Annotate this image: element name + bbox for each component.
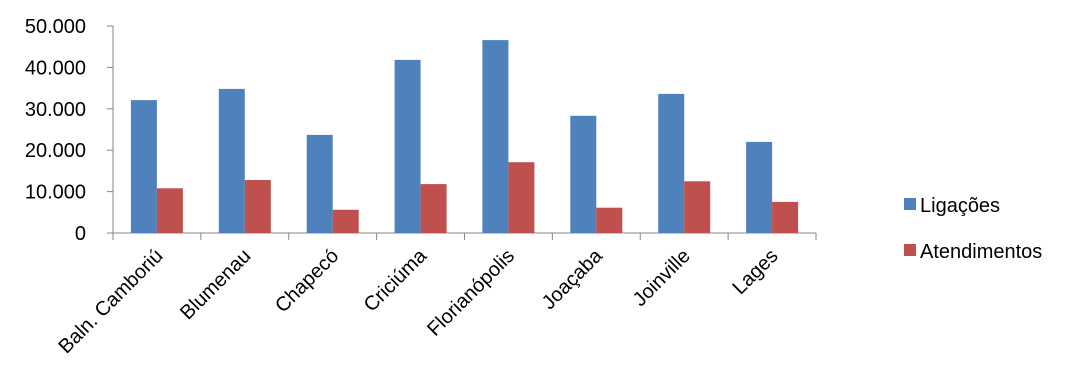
y-tick-label: 40.000 — [25, 57, 86, 79]
x-category-label: Florianópolis — [423, 245, 519, 341]
bar-atendimentos-6 — [684, 181, 711, 234]
legend-label-0: Ligações — [920, 195, 1000, 217]
bar-atendimentos-4 — [508, 162, 535, 233]
bar-ligacoes-0 — [130, 100, 157, 233]
x-category-label: Criciúma — [360, 244, 432, 316]
bar-atendimentos-0 — [156, 188, 183, 233]
bar-ligacoes-1 — [218, 88, 245, 234]
bar-ligacoes-7 — [746, 141, 773, 233]
x-category-label: Lages — [729, 245, 783, 299]
x-category-label: Joaçaba — [538, 244, 608, 314]
x-category-label: Chapecó — [271, 245, 343, 317]
x-category-label: Blumenau — [176, 245, 255, 324]
bar-ligacoes-6 — [658, 93, 685, 234]
y-tick-label: 0 — [75, 223, 86, 245]
bar-ligacoes-5 — [570, 115, 597, 233]
y-tick-label: 10.000 — [25, 182, 86, 204]
legend-swatch-0 — [904, 198, 916, 210]
legend: Ligações Atendimentos — [904, 195, 1042, 263]
bars — [130, 40, 799, 234]
y-tick-label: 50.000 — [25, 16, 86, 38]
bar-atendimentos-2 — [332, 209, 359, 233]
y-tick-label: 30.000 — [25, 99, 86, 121]
y-tick-label: 20.000 — [25, 140, 86, 162]
legend-swatch-1 — [904, 244, 916, 256]
bar-atendimentos-5 — [596, 207, 623, 233]
bar-atendimentos-3 — [420, 184, 447, 233]
bar-ligacoes-4 — [482, 40, 509, 233]
bar-atendimentos-7 — [772, 201, 799, 233]
bar-atendimentos-1 — [244, 180, 271, 233]
x-category-label: Joinville — [629, 245, 695, 311]
bar-ligacoes-2 — [306, 134, 333, 233]
x-category-label: Baln. Camboriú — [54, 245, 167, 358]
legend-label-1: Atendimentos — [920, 241, 1042, 263]
bar-ligacoes-3 — [394, 59, 421, 234]
